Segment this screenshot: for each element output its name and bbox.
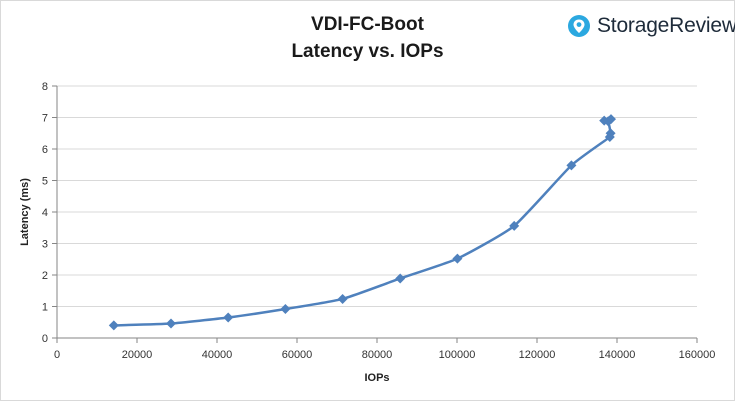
data-point bbox=[108, 320, 119, 331]
x-tick-label: 60000 bbox=[282, 349, 313, 361]
x-tick-label: 140000 bbox=[599, 349, 636, 361]
chart-subtitle: Latency vs. IOPs bbox=[291, 41, 444, 62]
data-point bbox=[599, 115, 610, 126]
x-tick-label: 100000 bbox=[439, 349, 476, 361]
series-line bbox=[113, 117, 613, 327]
data-point bbox=[605, 128, 616, 139]
data-point bbox=[606, 114, 616, 125]
x-tick-label: 20000 bbox=[122, 349, 153, 361]
data-point bbox=[166, 318, 176, 329]
y-tick-label: 1 bbox=[42, 302, 48, 314]
data-point bbox=[280, 304, 291, 315]
axes bbox=[52, 85, 698, 343]
logo-text: StorageReview bbox=[597, 14, 735, 37]
x-axis-title: IOPs bbox=[364, 372, 389, 384]
tick-labels: 0 1 2 3 4 5 6 7 8 0 20000 40000 60000 80000 100000 1200… bbox=[42, 81, 715, 361]
y-tick-label: 4 bbox=[42, 207, 48, 219]
y-axis-title: Latency (ms) bbox=[19, 178, 31, 246]
y-tick-label: 6 bbox=[42, 144, 48, 156]
data-point bbox=[395, 273, 406, 284]
y-tick-label: 5 bbox=[42, 176, 48, 188]
data-point bbox=[566, 160, 577, 171]
data-markers bbox=[108, 114, 616, 331]
y-tick-label: 7 bbox=[42, 113, 48, 125]
y-tick-label: 0 bbox=[42, 333, 48, 345]
data-point bbox=[223, 312, 234, 323]
x-tick-label: 40000 bbox=[202, 349, 233, 361]
y-tick-label: 3 bbox=[42, 239, 48, 251]
x-tick-label: 120000 bbox=[519, 349, 556, 361]
data-point bbox=[337, 293, 348, 304]
storagereview-logo: StorageReview bbox=[567, 12, 735, 40]
data-point bbox=[452, 253, 463, 264]
storagereview-logo-icon bbox=[568, 15, 590, 37]
gridlines bbox=[57, 85, 697, 307]
y-tick-label: 8 bbox=[42, 81, 48, 93]
x-tick-label: 160000 bbox=[679, 349, 716, 361]
x-tick-label: 0 bbox=[54, 349, 60, 361]
x-tick-label: 80000 bbox=[362, 349, 393, 361]
data-point bbox=[509, 220, 520, 231]
y-tick-label: 2 bbox=[42, 270, 48, 282]
chart-title: VDI-FC-Boot bbox=[311, 14, 424, 35]
